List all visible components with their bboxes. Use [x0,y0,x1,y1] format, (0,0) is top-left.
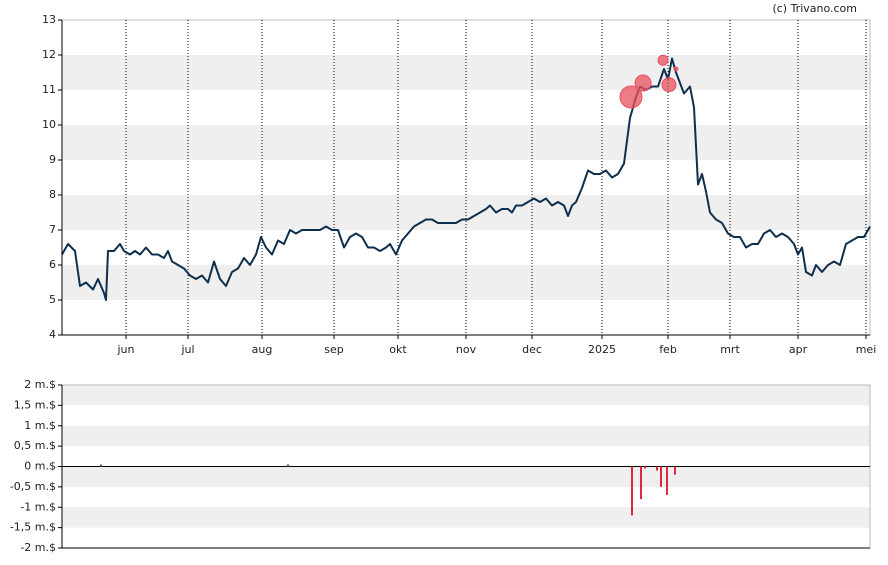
band [62,385,870,406]
y-tick-label: -1 m.$ [20,500,56,513]
y-tick-label: 10 [42,118,56,131]
bar [100,464,102,467]
x-tick-label: 2025 [588,343,616,356]
y-tick-label: 11 [42,83,56,96]
band [62,466,870,487]
x-tick-label: dec [522,343,542,356]
y-tick-label: -1,5 m.$ [10,521,56,534]
watermark: (c) Trivano.com [772,2,857,15]
x-tick-label: mrt [720,343,740,356]
y-tick-label: 1 m.$ [24,419,56,432]
trade-marker [634,74,652,92]
x-tick-label: jun [117,343,135,356]
y-tick-label: 6 [49,258,56,271]
y-tick-label: 0,5 m.$ [14,439,56,452]
x-tick-label: aug [252,343,273,356]
trade-marker [661,77,677,93]
bar [660,466,662,487]
band [62,507,870,528]
x-tick-label: mei [856,343,877,356]
x-tick-label: feb [659,343,677,356]
bar [674,466,676,475]
y-tick-label: 7 [49,223,56,236]
y-tick-label: -2 m.$ [20,541,56,554]
bar [631,466,633,516]
y-tick-label: 12 [42,48,56,61]
band [62,125,870,160]
y-tick-label: 4 [49,328,56,341]
price-line [61,57,871,301]
bar [287,464,289,467]
y-tick-label: 2 m.$ [24,378,56,391]
x-tick-label: jul [180,343,194,356]
y-tick-label: -0,5 m.$ [10,480,56,493]
y-tick-label: 9 [49,153,56,166]
y-tick-label: 8 [49,188,56,201]
bar [656,466,658,471]
y-tick-label: 5 [49,293,56,306]
band [62,265,870,300]
bar [644,466,646,469]
band [62,425,870,447]
y-tick-label: 13 [42,13,56,26]
trade-marker [673,66,679,72]
x-tick-label: nov [456,343,477,356]
y-tick-label: 1,5 m.$ [14,398,56,411]
bar [666,466,668,496]
bar [640,466,642,500]
x-tick-label: apr [789,343,808,356]
y-tick-label: 0 m.$ [24,460,56,473]
x-tick-label: okt [389,343,407,356]
trade-marker [657,54,669,66]
x-tick-label: sep [324,343,343,356]
trade-marker [619,85,643,109]
band [62,55,870,90]
